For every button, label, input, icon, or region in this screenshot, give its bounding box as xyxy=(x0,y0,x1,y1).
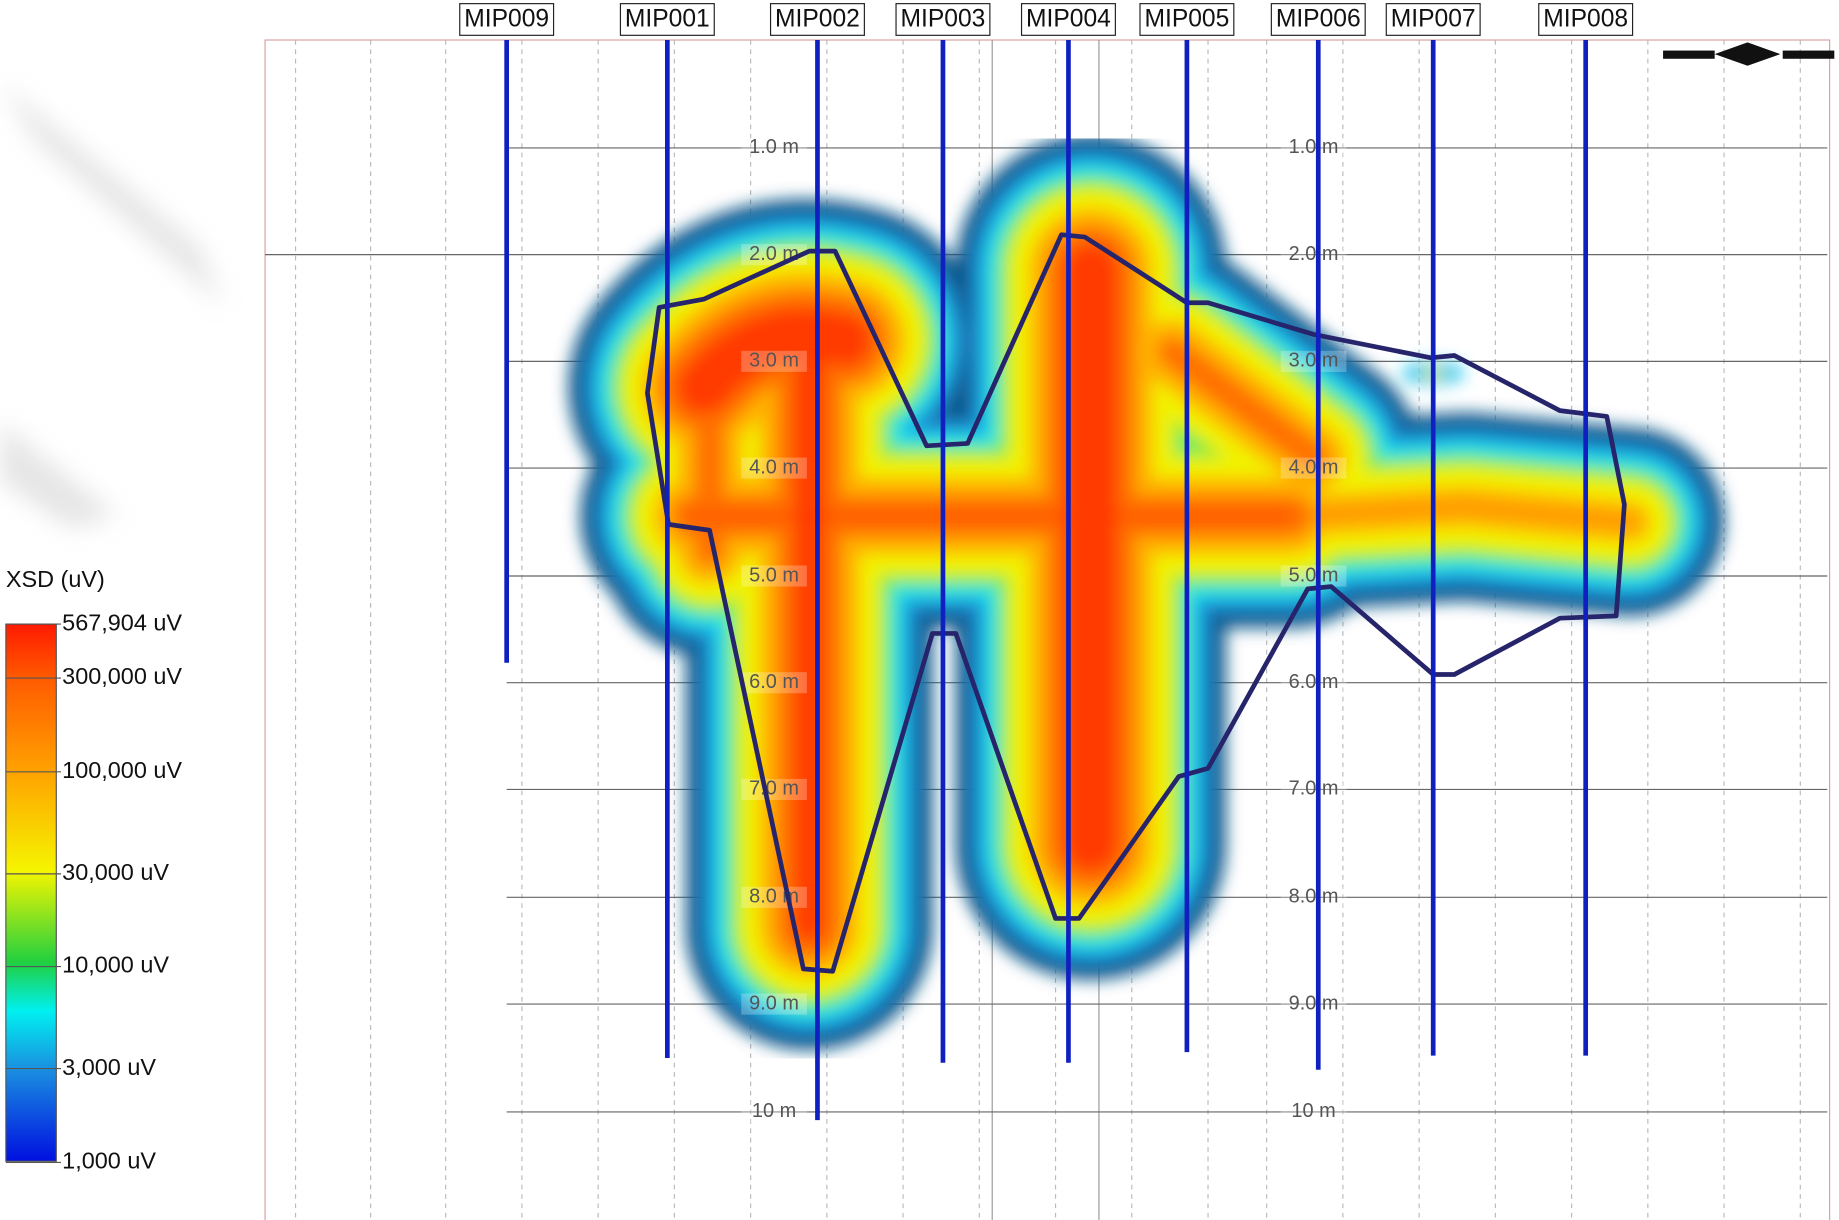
depth-label: 10 m xyxy=(1291,1100,1335,1122)
boring-box xyxy=(619,3,715,36)
legend-label: 30,000 uV xyxy=(62,859,169,885)
boring-label: MIP003 xyxy=(901,6,986,33)
boring-label: MIP007 xyxy=(1391,6,1476,33)
boring-box xyxy=(895,3,991,36)
label-bg xyxy=(1280,565,1347,587)
label-bg xyxy=(1280,350,1347,372)
label-bg xyxy=(1280,993,1347,1015)
legend-label: 100,000 uV xyxy=(62,757,182,783)
depth-label: 8.0 m xyxy=(1289,886,1339,908)
boring-box xyxy=(1385,3,1481,36)
label-bg xyxy=(1280,1101,1347,1123)
boring-label: MIP002 xyxy=(775,6,860,33)
label-bg xyxy=(741,350,807,372)
boring-box xyxy=(1270,3,1366,36)
boring-label: MIP004 xyxy=(1026,6,1111,33)
label-bg xyxy=(741,457,807,479)
boring-label: MIP005 xyxy=(1144,6,1229,33)
boring-label: MIP006 xyxy=(1276,6,1361,33)
boring-label: MIP001 xyxy=(625,6,710,33)
legend-label: 10,000 uV xyxy=(62,952,169,978)
label-bg xyxy=(1280,137,1347,159)
depth-label: 4.0 m xyxy=(749,456,799,478)
label-bg xyxy=(741,565,807,587)
depth-label: 5.0 m xyxy=(1289,564,1339,586)
boring-box xyxy=(1139,3,1235,36)
boring-box xyxy=(459,3,555,36)
color-bar xyxy=(5,623,57,1162)
depth-label: 3.0 m xyxy=(1289,350,1339,372)
depth-label: 5.0 m xyxy=(749,564,799,586)
label-bg xyxy=(1280,778,1347,800)
label-bg xyxy=(1280,886,1347,908)
label-bg xyxy=(741,137,807,159)
boring-box xyxy=(769,3,865,36)
boring-label: MIP008 xyxy=(1543,6,1628,33)
depth-label: 4.0 m xyxy=(1289,456,1339,478)
depth-label: 7.0 m xyxy=(749,778,799,800)
legend-label: 1,000 uV xyxy=(62,1148,156,1174)
boring-box xyxy=(1538,3,1634,36)
depth-label: 1.0 m xyxy=(749,136,799,158)
legend-label: 300,000 uV xyxy=(62,663,182,689)
label-bg xyxy=(741,778,807,800)
boring-box xyxy=(1020,3,1116,36)
depth-label: 2.0 m xyxy=(1289,243,1339,265)
borings: MIP009 MIP001 MIP002 MIP003 MIP004 MIP005 MIP0… xyxy=(459,3,1634,1121)
plume xyxy=(692,270,1630,927)
label-bg xyxy=(741,993,807,1015)
depth-label: 6.0 m xyxy=(1289,671,1339,693)
depth-label: 9.0 m xyxy=(749,992,799,1014)
label-bg xyxy=(1280,672,1347,694)
label-bg xyxy=(741,1101,807,1123)
depth-label: 1.0 m xyxy=(1289,136,1339,158)
label-bg xyxy=(741,672,807,694)
frame xyxy=(264,39,1831,1220)
legend-label: 3,000 uV xyxy=(62,1054,156,1080)
label-bg xyxy=(1280,244,1347,266)
legend-label: 567,904 uV xyxy=(62,609,182,635)
depth-label: 3.0 m xyxy=(749,350,799,372)
legend-title: XSD (uV) xyxy=(6,566,105,592)
artifact xyxy=(0,82,223,528)
label-bg xyxy=(1280,457,1347,479)
depth-label: 9.0 m xyxy=(1289,992,1339,1014)
boring-label: MIP009 xyxy=(464,6,549,33)
legend: XSD (uV) 567,904 uV 300,000 uV 100,000 uV 3… xyxy=(5,566,182,1174)
depth-label: 10 m xyxy=(752,1100,796,1122)
depth-label: 7.0 m xyxy=(1289,778,1339,800)
depth-label: 6.0 m xyxy=(749,671,799,693)
direction-symbol xyxy=(1663,42,1835,66)
